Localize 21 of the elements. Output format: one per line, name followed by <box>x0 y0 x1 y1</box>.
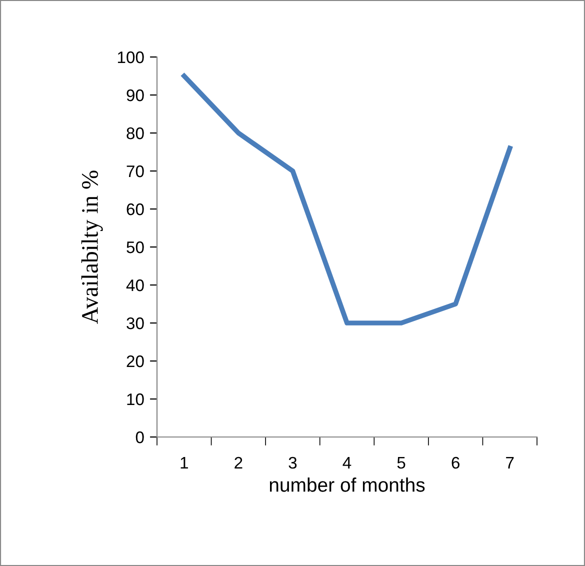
x-tick-label: 5 <box>397 457 406 469</box>
y-axis-title: Availabilty in % <box>81 170 103 324</box>
y-tick-label: 100 <box>118 51 144 64</box>
x-tick-label: 2 <box>234 456 242 469</box>
x-axis-title: number of months <box>270 478 425 492</box>
x-tick-label: 1 <box>180 457 188 469</box>
y-tick-label: 40 <box>126 279 144 292</box>
y-tick-label: 30 <box>126 317 144 330</box>
y-tick-label: 20 <box>126 355 144 368</box>
y-tick-label: 10 <box>127 393 144 406</box>
x-tick-label: 7 <box>506 457 514 469</box>
y-tick-label: 0 <box>136 431 144 444</box>
y-tick-label: 60 <box>126 203 144 216</box>
x-tick-label: 4 <box>342 457 352 469</box>
line-series <box>182 74 512 326</box>
y-tick-label: 80 <box>126 127 144 140</box>
x-tick-label: 6 <box>452 456 460 469</box>
y-tick-label: 90 <box>126 89 144 102</box>
y-tick-label: 50 <box>126 241 144 254</box>
x-tick-label: 3 <box>288 456 297 469</box>
y-tick-label: 70 <box>126 165 144 178</box>
